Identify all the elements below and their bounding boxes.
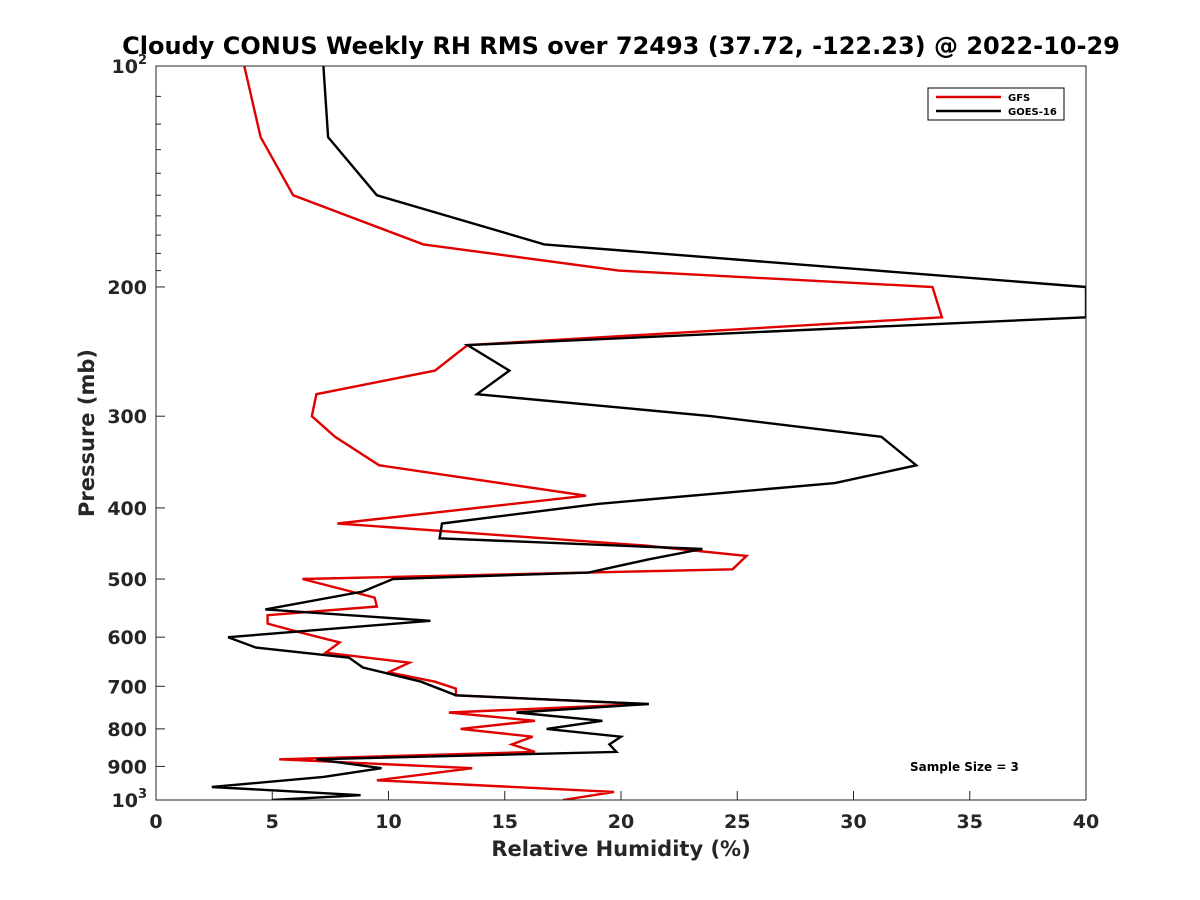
series-line-goes-16 [211,66,1086,800]
y-tick-label: 600 [107,627,147,649]
x-tick-label: 10 [375,811,401,833]
y-axis-label: Pressure (mb) [75,349,99,517]
sample-size-annotation: Sample Size = 3 [910,760,1019,774]
y-tick-text: 400 [107,498,147,520]
y-tick-text: 800 [107,719,147,741]
x-tick-label: 40 [1073,811,1099,833]
x-tick-label: 25 [724,811,750,833]
y-tick-text: 10 [112,56,138,78]
y-tick-label: 102 [112,53,148,78]
x-tick-label: 35 [957,811,983,833]
x-axis-label: Relative Humidity (%) [491,837,750,861]
legend-box [927,87,1065,121]
y-tick-text: 200 [107,277,147,299]
x-tick-label: 30 [840,811,866,833]
x-tick-label: 5 [266,811,279,833]
y-tick-label: 400 [107,498,147,520]
legend: GFS GOES-16 [927,87,1065,121]
y-tick-text: 700 [107,676,147,698]
y-tick-text: 300 [107,406,147,428]
x-tick-label: 0 [149,811,162,833]
y-tick-text: 500 [107,569,147,591]
y-tick-label: 103 [112,787,148,812]
y-tick-label: 300 [107,406,147,428]
y-tick-text: 900 [107,756,147,778]
plot-frame [155,65,1087,801]
y-tick-label: 500 [107,569,147,591]
y-tick-exponent: 2 [138,53,147,68]
y-tick-label: 800 [107,719,147,741]
plot-lines [211,66,1086,800]
y-tick-exponent: 3 [138,787,147,802]
chart-title: Cloudy CONUS Weekly RH RMS over 72493 (3… [122,32,1120,60]
y-tick-label: 700 [107,676,147,698]
legend-label: GOES-16 [1008,107,1057,118]
y-tick-label: 900 [107,756,147,778]
y-tick-label: 200 [107,277,147,299]
legend-label: GFS [1008,93,1030,104]
x-axis: 0 5 10 15 20 25 30 35 40 [149,791,1099,833]
y-tick-text: 600 [107,627,147,649]
y-tick-text: 10 [112,790,138,812]
series-line-gfs [243,66,944,800]
x-tick-label: 20 [608,811,634,833]
x-tick-label: 15 [492,811,518,833]
